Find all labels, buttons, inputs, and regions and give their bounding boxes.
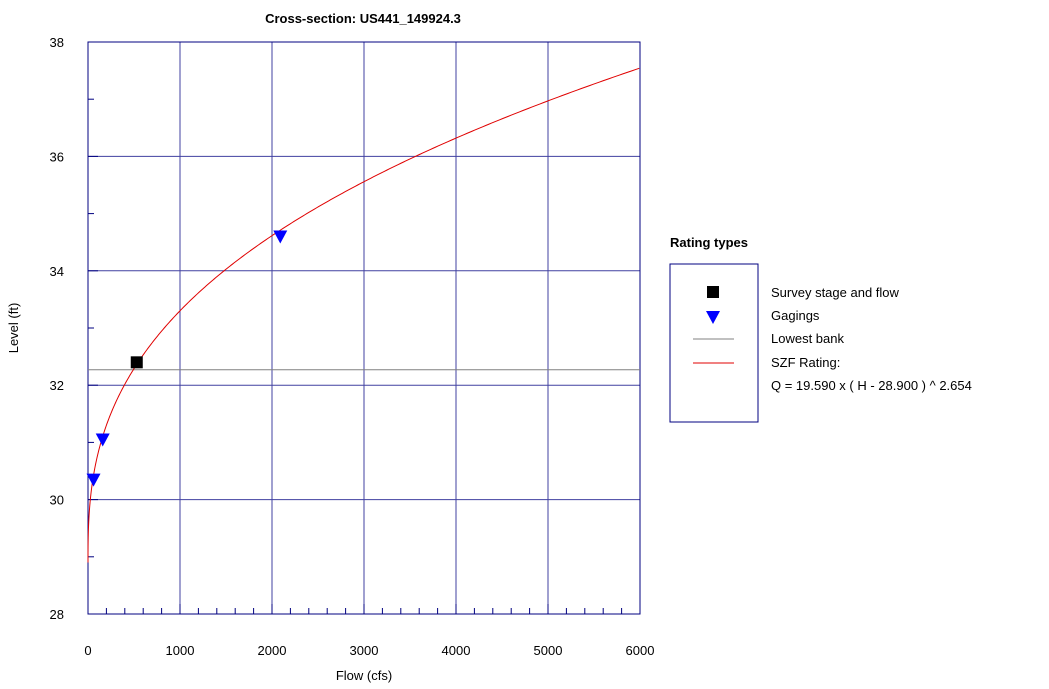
y-tick-label: 34: [50, 264, 64, 279]
y-tick-label: 36: [50, 149, 64, 164]
legend-gagings-label: Gagings: [771, 308, 820, 323]
gaging-point: [86, 473, 101, 487]
survey-point: [130, 356, 143, 369]
gaging-point: [95, 433, 110, 447]
legend-rating-label: SZF Rating:: [771, 355, 840, 370]
legend: Rating types Survey stage and flow Gagin…: [669, 235, 972, 423]
x-tick-labels: 0 1000 2000 3000 4000 5000 6000: [84, 643, 654, 658]
y-tick-label: 28: [50, 607, 64, 622]
legend-title: Rating types: [670, 235, 748, 250]
x-axis-label: Flow (cfs): [336, 668, 392, 683]
gaging-point: [273, 230, 288, 244]
x-tick-label: 6000: [626, 643, 655, 658]
x-tick-label: 2000: [258, 643, 287, 658]
x-tick-label: 1000: [166, 643, 195, 658]
legend-box: [669, 263, 759, 423]
grid-lines: [88, 42, 640, 614]
data-points: [86, 230, 288, 487]
y-axis-label: Level (ft): [6, 303, 21, 354]
x-tick-label: 0: [84, 643, 91, 658]
legend-survey-label: Survey stage and flow: [771, 285, 900, 300]
y-tick-label: 38: [50, 35, 64, 50]
y-tick-label: 30: [50, 493, 64, 508]
x-tick-label: 4000: [442, 643, 471, 658]
legend-gaging-marker: [706, 311, 720, 324]
legend-survey-marker: [707, 286, 719, 298]
y-tick-label: 32: [50, 378, 64, 393]
x-tick-label: 3000: [350, 643, 379, 658]
minor-ticks: [87, 41, 641, 615]
chart-title: Cross-section: US441_149924.3: [265, 11, 461, 26]
legend-bank-label: Lowest bank: [771, 331, 844, 346]
legend-rating-equation: Q = 19.590 x ( H - 28.900 ) ^ 2.654: [771, 378, 972, 393]
y-tick-labels: 28 30 32 34 36 38: [50, 35, 64, 622]
x-tick-label: 5000: [534, 643, 563, 658]
